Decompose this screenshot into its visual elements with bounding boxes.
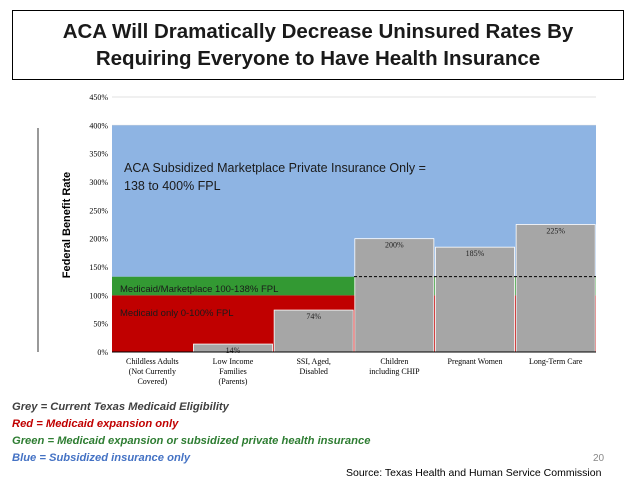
red-band xyxy=(112,295,596,352)
category-label: Covered) xyxy=(137,377,167,386)
bar-data-label: 200% xyxy=(385,241,404,250)
category-label: Families xyxy=(219,367,247,376)
bar-data-label: 225% xyxy=(546,227,565,236)
legend-note-grey: Grey = Current Texas Medicaid Eligibilit… xyxy=(12,401,229,413)
blue-band xyxy=(112,125,596,277)
y-tick-label: 200% xyxy=(89,235,108,244)
category-label: Pregnant Women xyxy=(448,357,503,366)
blue-band-label-line-2: 138 to 400% FPL xyxy=(124,179,221,193)
bar-data-label: 185% xyxy=(466,249,485,258)
category-label: Low Income xyxy=(213,357,254,366)
bar-data-label: 14% xyxy=(226,346,241,355)
bar xyxy=(354,238,435,353)
y-tick-label: 450% xyxy=(89,93,108,102)
title-box: ACA Will Dramatically Decrease Uninsured… xyxy=(12,10,624,80)
y-tick-label: 300% xyxy=(89,178,108,187)
y-tick-label: 250% xyxy=(89,206,108,215)
y-tick-label: 100% xyxy=(89,291,108,300)
slide-number: 20 xyxy=(593,453,605,464)
bar xyxy=(515,224,596,353)
y-tick-label: 0% xyxy=(97,348,108,357)
y-axis-title: Federal Benefit Rate xyxy=(61,172,73,278)
category-label: Childless Adults xyxy=(126,357,179,366)
y-tick-label: 350% xyxy=(89,150,108,159)
legend-note-green: Green = Medicaid expansion or subsidized… xyxy=(12,435,371,447)
category-label: (Not Currently xyxy=(129,367,176,376)
chart: 0% 50% 100% 150% 200% 250% 300% 350% 400% 450% 14%… xyxy=(37,93,596,386)
category-label: including CHIP xyxy=(369,367,420,376)
y-tick-label: 50% xyxy=(93,320,108,329)
category-label: Children xyxy=(380,357,408,366)
bar xyxy=(273,309,354,353)
blue-band-label-line-1: ACA Subsidized Marketplace Private Insur… xyxy=(124,161,426,175)
bar xyxy=(435,246,515,353)
bar-data-label: 74% xyxy=(306,312,321,321)
green-band-label: Medicaid/Marketplace 100-138% FPL xyxy=(120,284,278,295)
category-label: Disabled xyxy=(299,367,327,376)
legend-note-blue: Blue = Subsidized insurance only xyxy=(12,452,191,464)
y-tick-label: 400% xyxy=(89,121,108,130)
legend-note-red: Red = Medicaid expansion only xyxy=(12,418,179,430)
category-label: (Parents) xyxy=(219,377,248,386)
slide-title-line-1: ACA Will Dramatically Decrease Uninsured… xyxy=(62,20,574,43)
category-label: SSI, Aged, xyxy=(296,357,330,366)
red-band-label: Medicaid only 0-100% FPL xyxy=(120,308,234,319)
y-tick-label: 150% xyxy=(89,263,108,272)
slide-title-line-2: Requiring Everyone to Have Health Insura… xyxy=(95,47,541,70)
source-note: Source: Texas Health and Human Service C… xyxy=(346,467,602,479)
category-label: Long-Term Care xyxy=(529,357,583,366)
